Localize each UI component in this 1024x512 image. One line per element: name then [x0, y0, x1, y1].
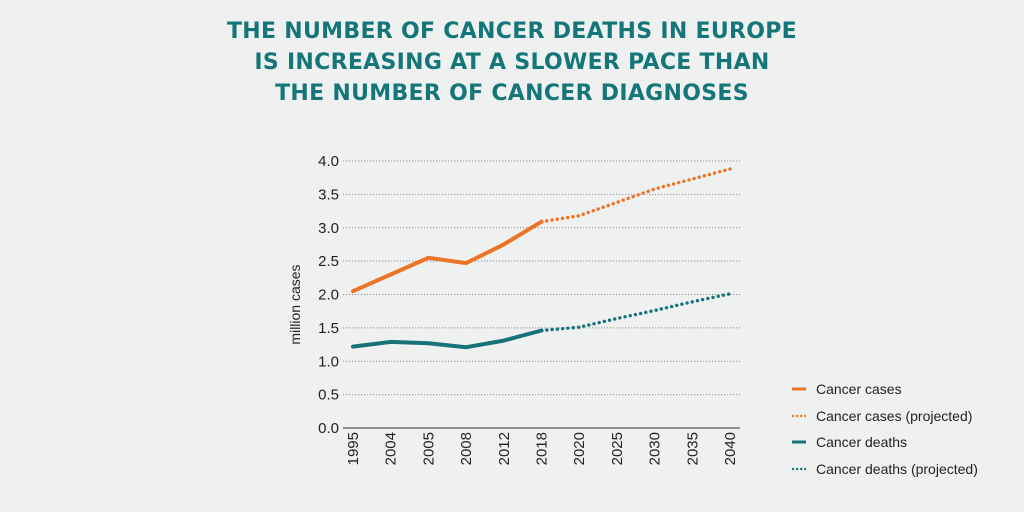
series-line-cases-projected [539, 167, 732, 224]
legend: Cancer cases Cancer cases (projected) Ca… [792, 376, 1012, 482]
legend-label-deaths: Cancer deaths [816, 434, 908, 451]
legend-swatch-deaths [792, 440, 806, 444]
legend-item-cases-projected: Cancer cases (projected) [792, 403, 1012, 430]
legend-label-cases-projected: Cancer cases (projected) [816, 407, 973, 424]
legend-label-cases: Cancer cases [816, 381, 902, 398]
y-tick-label: 1.5 [318, 320, 339, 337]
chart-title: THE NUMBER OF CANCER DEATHS IN EUROPE IS… [0, 16, 1024, 109]
legend-label-deaths-projected: Cancer deaths (projected) [816, 460, 978, 477]
y-tick-label: 3.0 [318, 220, 339, 237]
x-tick-label: 2018 [534, 432, 551, 465]
x-tick-label: 2035 [684, 432, 701, 465]
y-tick-label: 4.0 [318, 153, 339, 170]
title-line-1: THE NUMBER OF CANCER DEATHS IN EUROPE [227, 19, 797, 44]
title-line-2: IS INCREASING AT A SLOWER PACE THAN [254, 50, 770, 75]
x-tick-label: 2005 [420, 432, 437, 465]
x-tick-label: 2040 [722, 432, 739, 465]
x-tick-label: 2012 [496, 432, 513, 465]
legend-swatch-cases [792, 387, 806, 391]
y-tick-label: 2.5 [318, 253, 339, 270]
series-line-deaths [351, 328, 544, 350]
y-axis-label: million cases [287, 264, 303, 344]
legend-item-cases: Cancer cases [792, 376, 1012, 403]
x-tick-label: 2004 [383, 432, 400, 465]
legend-item-deaths-projected: Cancer deaths (projected) [792, 456, 1012, 483]
title-line-3: THE NUMBER OF CANCER DIAGNOSES [275, 81, 749, 106]
y-tick-label: 1.0 [318, 353, 339, 370]
x-tick-label: 2025 [609, 432, 626, 465]
y-tick-label: 2.0 [318, 287, 339, 304]
x-tick-label: 2030 [647, 432, 664, 465]
y-tick-label: 0.0 [318, 420, 339, 437]
legend-swatch-deaths-projected [792, 467, 806, 470]
x-tick-label: 2008 [458, 432, 475, 465]
y-tick-label: 3.5 [318, 186, 339, 203]
y-tick-label: 0.5 [318, 387, 339, 404]
legend-swatch-cases-projected [792, 414, 806, 417]
series-line-deaths-projected [539, 292, 732, 333]
x-tick-label: 2020 [571, 432, 588, 465]
series-line-cases [351, 219, 544, 294]
x-tick-label: 1995 [345, 432, 362, 465]
legend-item-deaths: Cancer deaths [792, 429, 1012, 456]
